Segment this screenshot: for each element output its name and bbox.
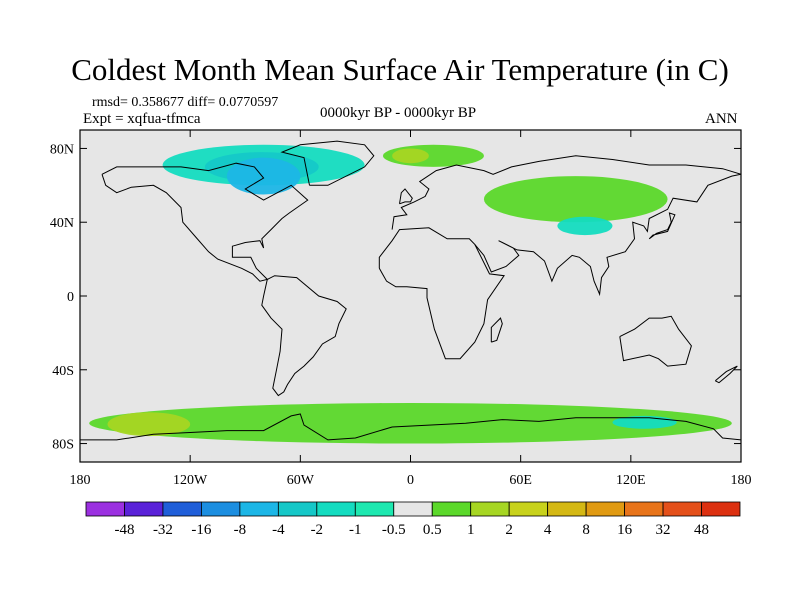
colorbar: -48 -32 -16 -8 -4 -2 -1 -0.5 0.5 1 2 4 8 16 32 48: [85, 501, 741, 538]
chart-title: Coldest Month Mean Surface Air Temperatu…: [71, 52, 729, 87]
y-tick-label: 40S: [52, 364, 74, 379]
anomaly-region-5: [392, 148, 429, 164]
coastline-12: [80, 413, 741, 441]
colorbar-label: 16: [617, 522, 633, 538]
colorbar-swatch: [585, 501, 625, 517]
colorbar-label: -4: [272, 522, 285, 538]
coastline-4: [391, 155, 741, 230]
x-tick-label: 180: [70, 473, 91, 488]
colorbar-swatch: [470, 501, 510, 517]
coastline-3: [280, 140, 375, 186]
x-tick-label: 60E: [509, 473, 532, 488]
colorbar-swatch: [277, 501, 318, 517]
coastline-9: [399, 188, 413, 205]
colorbar-swatch: [201, 501, 241, 517]
map-panel: 180 120W 60W 0 60E 120E 180 80N 40N 0 40S 80S: [50, 129, 752, 488]
y-tick-label: 80S: [52, 438, 74, 453]
colorbar-label: -48: [114, 522, 134, 538]
colorbar-swatch: [547, 501, 587, 517]
colorbar-label: 0.5: [423, 522, 442, 538]
anomaly-region-9: [107, 412, 191, 437]
colorbar-swatch: [624, 501, 664, 517]
coastlines: [80, 140, 741, 441]
y-tick-label: 40N: [50, 216, 74, 231]
x-tick-label: 120W: [173, 473, 208, 488]
colorbar-swatch: [662, 501, 702, 517]
x-tick-label: 120E: [616, 473, 646, 488]
coastline-2: [261, 275, 347, 397]
anomaly-region-7: [557, 216, 613, 236]
colorbar-label: -32: [153, 522, 173, 538]
colorbar-label: 8: [582, 522, 590, 538]
anomaly-region-8: [89, 402, 732, 444]
colorbar-label: 32: [656, 522, 671, 538]
coastline-1: [101, 162, 309, 282]
colorbar-swatch: [124, 501, 164, 517]
y-tick-label: 0: [67, 290, 74, 305]
colorbar-swatch: [85, 501, 125, 517]
colorbar-swatch: [393, 501, 433, 517]
colorbar-label: 2: [505, 522, 513, 538]
season-label: ANN: [705, 111, 738, 127]
coastline-10: [490, 317, 503, 343]
coastline-11: [714, 365, 738, 384]
colorbar-label: 48: [694, 522, 709, 538]
colorbar-label: -1: [349, 522, 362, 538]
anomaly-layer: [89, 144, 732, 444]
colorbar-label: -16: [191, 522, 211, 538]
coastline-5: [378, 227, 505, 360]
x-tick-label: 0: [407, 473, 414, 488]
coastline-6: [474, 173, 741, 297]
colorbar-swatch: [508, 501, 549, 517]
y-tick-label: 80N: [50, 142, 74, 157]
coastline-7: [619, 315, 692, 367]
period-label: 0000kyr BP - 0000kyr BP: [320, 105, 477, 121]
axis-ticks: 180 120W 60W 0 60E 120E 180 80N 40N 0 40S 80S: [50, 130, 752, 488]
colorbar-swatch: [239, 501, 279, 517]
stats-label: rmsd= 0.358677 diff= 0.0770597: [92, 95, 279, 110]
anomaly-region-3: [226, 157, 301, 195]
x-tick-label: 180: [731, 473, 752, 488]
experiment-label: Expt = xqfua-tfmca: [83, 111, 201, 127]
x-tick-label: 60W: [287, 473, 315, 488]
colorbar-label: -8: [234, 522, 247, 538]
anomaly-region-6: [483, 176, 668, 223]
colorbar-swatch: [354, 501, 395, 517]
colorbar-label: -2: [311, 522, 324, 538]
colorbar-swatch: [162, 501, 202, 517]
colorbar-label: 1: [467, 522, 475, 538]
colorbar-swatch: [431, 501, 472, 517]
map-plot: 180 120W 60W 0 60E 120E 180 80N 40N 0 40S 80S: [50, 129, 752, 488]
colorbar-swatch: [316, 501, 356, 517]
colorbar-swatch: [701, 501, 741, 517]
colorbar-label: -0.5: [382, 522, 406, 538]
colorbar-label: 4: [544, 522, 552, 538]
coastline-8: [648, 212, 676, 240]
